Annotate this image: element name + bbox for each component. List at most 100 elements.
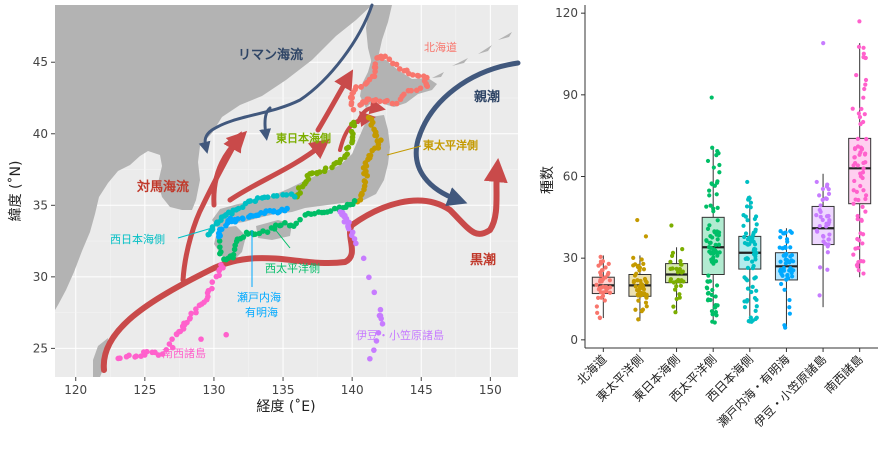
species-point xyxy=(600,259,606,264)
species-point xyxy=(750,259,755,264)
site-point xyxy=(379,321,386,327)
species-point xyxy=(746,195,751,200)
species-point xyxy=(597,287,602,292)
site-point xyxy=(288,191,295,197)
site-point xyxy=(364,172,370,179)
species-point xyxy=(603,265,608,270)
site-point xyxy=(216,238,223,244)
site-point xyxy=(243,229,250,236)
species-point xyxy=(674,284,679,289)
site-point xyxy=(366,274,372,281)
species-point xyxy=(856,44,862,49)
species-point xyxy=(631,278,637,284)
species-point xyxy=(717,250,722,255)
box-y-axis-title: 種数 xyxy=(540,166,556,194)
species-point xyxy=(607,285,613,290)
species-point xyxy=(818,214,823,219)
site-point xyxy=(232,242,238,249)
species-point xyxy=(861,188,866,193)
site-point xyxy=(345,225,352,232)
site-point xyxy=(373,132,380,139)
species-point xyxy=(594,282,599,287)
site-point xyxy=(360,255,367,262)
species-point xyxy=(825,182,830,187)
site-point xyxy=(138,353,144,359)
species-point xyxy=(745,179,750,185)
site-point xyxy=(282,219,288,226)
species-point xyxy=(678,258,683,264)
site-point xyxy=(371,289,378,296)
map-y-axis-title: 緯度 (˚N) xyxy=(7,161,24,222)
region-sites xyxy=(205,191,298,238)
map-y-tick-label: 35 xyxy=(33,198,48,212)
site-point xyxy=(367,355,373,362)
boxes xyxy=(591,19,872,330)
species-point xyxy=(708,203,713,208)
region-sites xyxy=(337,209,386,362)
species-point xyxy=(861,51,866,56)
site-point xyxy=(239,215,246,221)
species-point xyxy=(707,223,712,228)
species-point xyxy=(641,287,647,292)
species-point xyxy=(707,240,712,246)
sakhalin-land xyxy=(366,5,392,64)
kuril-islands xyxy=(432,32,512,78)
east-nihonkai-label: 東日本海側 xyxy=(276,131,331,145)
species-point xyxy=(709,257,714,262)
site-point xyxy=(350,106,357,113)
species-point xyxy=(716,230,722,235)
site-point xyxy=(353,240,359,247)
species-point xyxy=(704,285,709,290)
species-point xyxy=(637,289,642,294)
species-point xyxy=(709,95,714,100)
box-group xyxy=(665,223,689,315)
species-point xyxy=(825,267,830,272)
box-y-tick-label: 60 xyxy=(563,170,578,184)
species-point xyxy=(861,166,866,171)
site-point xyxy=(216,268,222,274)
species-point xyxy=(706,279,711,284)
species-point xyxy=(715,218,720,223)
species-point xyxy=(862,112,867,117)
site-point xyxy=(193,309,199,316)
species-point xyxy=(715,237,720,242)
species-point xyxy=(864,136,869,142)
site-point xyxy=(217,244,223,250)
site-point xyxy=(358,192,364,199)
site-point xyxy=(314,170,320,176)
species-point xyxy=(606,261,611,266)
species-point xyxy=(852,155,857,160)
site-point xyxy=(297,216,303,223)
species-point xyxy=(863,160,868,165)
region-sites xyxy=(215,205,290,240)
species-point xyxy=(669,223,674,228)
site-point xyxy=(277,222,283,229)
west-nihonkai-leader xyxy=(177,227,213,239)
species-point xyxy=(853,197,858,202)
species-point xyxy=(753,247,758,252)
species-point xyxy=(599,279,604,284)
species-point xyxy=(859,106,864,112)
species-point xyxy=(709,292,714,298)
species-point xyxy=(642,276,648,282)
map-axes: 120 125 130 135 140 145 150 25 30 35 40 45 xyxy=(33,55,502,397)
site-point xyxy=(382,98,388,105)
species-point xyxy=(636,298,641,303)
species-point xyxy=(750,234,755,239)
site-point xyxy=(163,346,170,353)
species-point xyxy=(750,284,755,289)
species-point xyxy=(814,213,819,218)
species-point xyxy=(599,268,605,273)
site-point xyxy=(223,222,229,229)
species-point xyxy=(745,265,751,270)
box-y-axis: 0 30 60 90 120 xyxy=(555,6,585,347)
region-sites xyxy=(115,262,229,362)
species-point xyxy=(715,179,720,184)
boxplot-panel: 0 30 60 90 120 北海道 東太平洋側 東日本海側 西太平洋側 西日本海側 瀬戸内海・有… xyxy=(530,0,883,464)
species-point xyxy=(818,209,823,215)
species-point xyxy=(745,286,751,291)
oyashio-label: 親潮 xyxy=(474,89,500,105)
species-point xyxy=(633,284,638,289)
species-point xyxy=(850,106,855,111)
species-point xyxy=(781,253,786,258)
